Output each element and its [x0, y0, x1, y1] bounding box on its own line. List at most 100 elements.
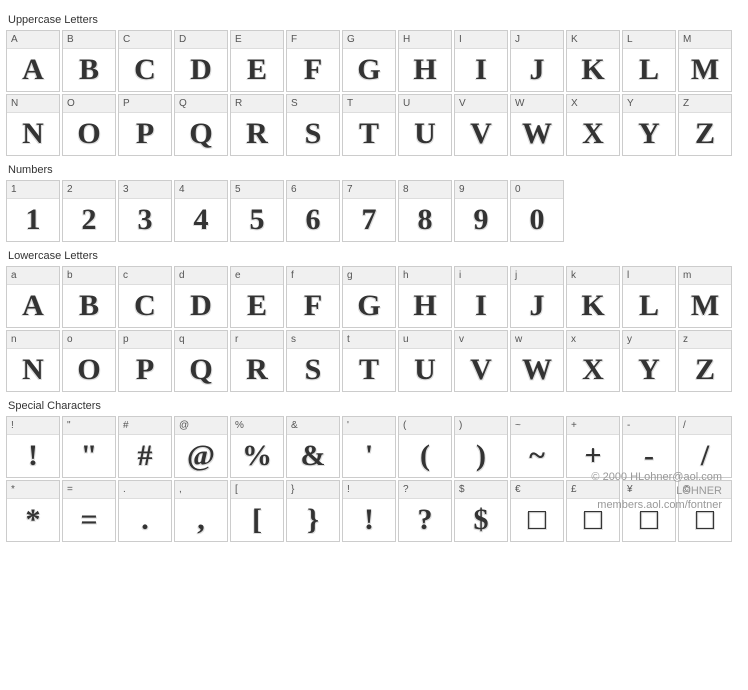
char-glyph: O	[63, 113, 115, 155]
char-cell[interactable]: PP	[118, 94, 172, 156]
char-cell[interactable]: BB	[62, 30, 116, 92]
char-cell[interactable]: %%	[230, 416, 284, 478]
char-cell[interactable]: $$	[454, 480, 508, 542]
char-cell[interactable]: 33	[118, 180, 172, 242]
char-glyph: K	[567, 49, 619, 91]
char-cell[interactable]: ##	[118, 416, 172, 478]
char-cell[interactable]: ,,	[174, 480, 228, 542]
char-cell[interactable]: tT	[342, 330, 396, 392]
char-cell[interactable]: nN	[6, 330, 60, 392]
char-cell[interactable]: kK	[566, 266, 620, 328]
char-cell[interactable]: hH	[398, 266, 452, 328]
char-cell[interactable]: MM	[678, 30, 732, 92]
char-cell[interactable]: --	[622, 416, 676, 478]
char-cell[interactable]: TT	[342, 94, 396, 156]
char-cell[interactable]: !!	[6, 416, 60, 478]
char-cell[interactable]: XX	[566, 94, 620, 156]
char-cell[interactable]: &&	[286, 416, 340, 478]
char-cell[interactable]: mM	[678, 266, 732, 328]
char-cell[interactable]: YY	[622, 94, 676, 156]
char-cell[interactable]: KK	[566, 30, 620, 92]
char-cell[interactable]: ""	[62, 416, 116, 478]
char-cell[interactable]: //	[678, 416, 732, 478]
char-cell[interactable]: €□	[510, 480, 564, 542]
char-cell[interactable]: ++	[566, 416, 620, 478]
char-glyph: H	[399, 49, 451, 91]
char-cell[interactable]: 66	[286, 180, 340, 242]
char-cell[interactable]: aA	[6, 266, 60, 328]
char-cell[interactable]: ~~	[510, 416, 564, 478]
char-cell[interactable]: 55	[230, 180, 284, 242]
char-cell[interactable]: 44	[174, 180, 228, 242]
char-cell[interactable]: dD	[174, 266, 228, 328]
char-cell[interactable]: sS	[286, 330, 340, 392]
char-cell[interactable]: ))	[454, 416, 508, 478]
char-cell[interactable]: }}	[286, 480, 340, 542]
char-cell[interactable]: rR	[230, 330, 284, 392]
char-cell[interactable]: JJ	[510, 30, 564, 92]
char-cell[interactable]: UU	[398, 94, 452, 156]
char-label: "	[63, 417, 115, 435]
char-cell[interactable]: CC	[118, 30, 172, 92]
char-cell[interactable]: 00	[510, 180, 564, 242]
char-label: $	[455, 481, 507, 499]
char-cell[interactable]: SS	[286, 94, 340, 156]
char-cell[interactable]: 88	[398, 180, 452, 242]
char-cell[interactable]: ZZ	[678, 94, 732, 156]
char-glyph: "	[63, 435, 115, 477]
char-cell[interactable]: jJ	[510, 266, 564, 328]
char-cell[interactable]: fF	[286, 266, 340, 328]
char-cell[interactable]: 22	[62, 180, 116, 242]
char-cell[interactable]: NN	[6, 94, 60, 156]
char-cell[interactable]: 99	[454, 180, 508, 242]
char-glyph: 8	[399, 199, 451, 241]
char-cell[interactable]: £□	[566, 480, 620, 542]
char-cell[interactable]: HH	[398, 30, 452, 92]
char-cell[interactable]: ..	[118, 480, 172, 542]
char-cell[interactable]: GG	[342, 30, 396, 92]
char-cell[interactable]: RR	[230, 94, 284, 156]
char-cell[interactable]: vV	[454, 330, 508, 392]
char-cell[interactable]: lL	[622, 266, 676, 328]
char-label: C	[119, 31, 171, 49]
char-glyph: F	[287, 285, 339, 327]
char-cell[interactable]: QQ	[174, 94, 228, 156]
char-cell[interactable]: ©□	[678, 480, 732, 542]
char-cell[interactable]: xX	[566, 330, 620, 392]
char-cell[interactable]: EE	[230, 30, 284, 92]
char-cell[interactable]: [[	[230, 480, 284, 542]
char-cell[interactable]: ¥□	[622, 480, 676, 542]
char-cell[interactable]: uU	[398, 330, 452, 392]
char-cell[interactable]: 77	[342, 180, 396, 242]
char-cell[interactable]: oO	[62, 330, 116, 392]
char-cell[interactable]: ((	[398, 416, 452, 478]
char-cell[interactable]: ==	[62, 480, 116, 542]
char-cell[interactable]: iI	[454, 266, 508, 328]
char-cell[interactable]: wW	[510, 330, 564, 392]
char-cell[interactable]: !!	[342, 480, 396, 542]
char-cell[interactable]: DD	[174, 30, 228, 92]
char-cell[interactable]: ''	[342, 416, 396, 478]
char-cell[interactable]: WW	[510, 94, 564, 156]
char-cell[interactable]: zZ	[678, 330, 732, 392]
char-cell[interactable]: FF	[286, 30, 340, 92]
char-cell[interactable]: eE	[230, 266, 284, 328]
char-label: h	[399, 267, 451, 285]
char-cell[interactable]: **	[6, 480, 60, 542]
char-cell[interactable]: OO	[62, 94, 116, 156]
char-cell[interactable]: II	[454, 30, 508, 92]
char-cell[interactable]: pP	[118, 330, 172, 392]
char-cell[interactable]: @@	[174, 416, 228, 478]
char-cell[interactable]: LL	[622, 30, 676, 92]
char-cell[interactable]: cC	[118, 266, 172, 328]
char-cell[interactable]: AA	[6, 30, 60, 92]
char-cell[interactable]: qQ	[174, 330, 228, 392]
char-cell[interactable]: VV	[454, 94, 508, 156]
char-cell[interactable]: bB	[62, 266, 116, 328]
char-glyph: Y	[623, 349, 675, 391]
char-glyph: %	[231, 435, 283, 477]
char-cell[interactable]: yY	[622, 330, 676, 392]
char-cell[interactable]: 11	[6, 180, 60, 242]
char-cell[interactable]: ??	[398, 480, 452, 542]
char-cell[interactable]: gG	[342, 266, 396, 328]
